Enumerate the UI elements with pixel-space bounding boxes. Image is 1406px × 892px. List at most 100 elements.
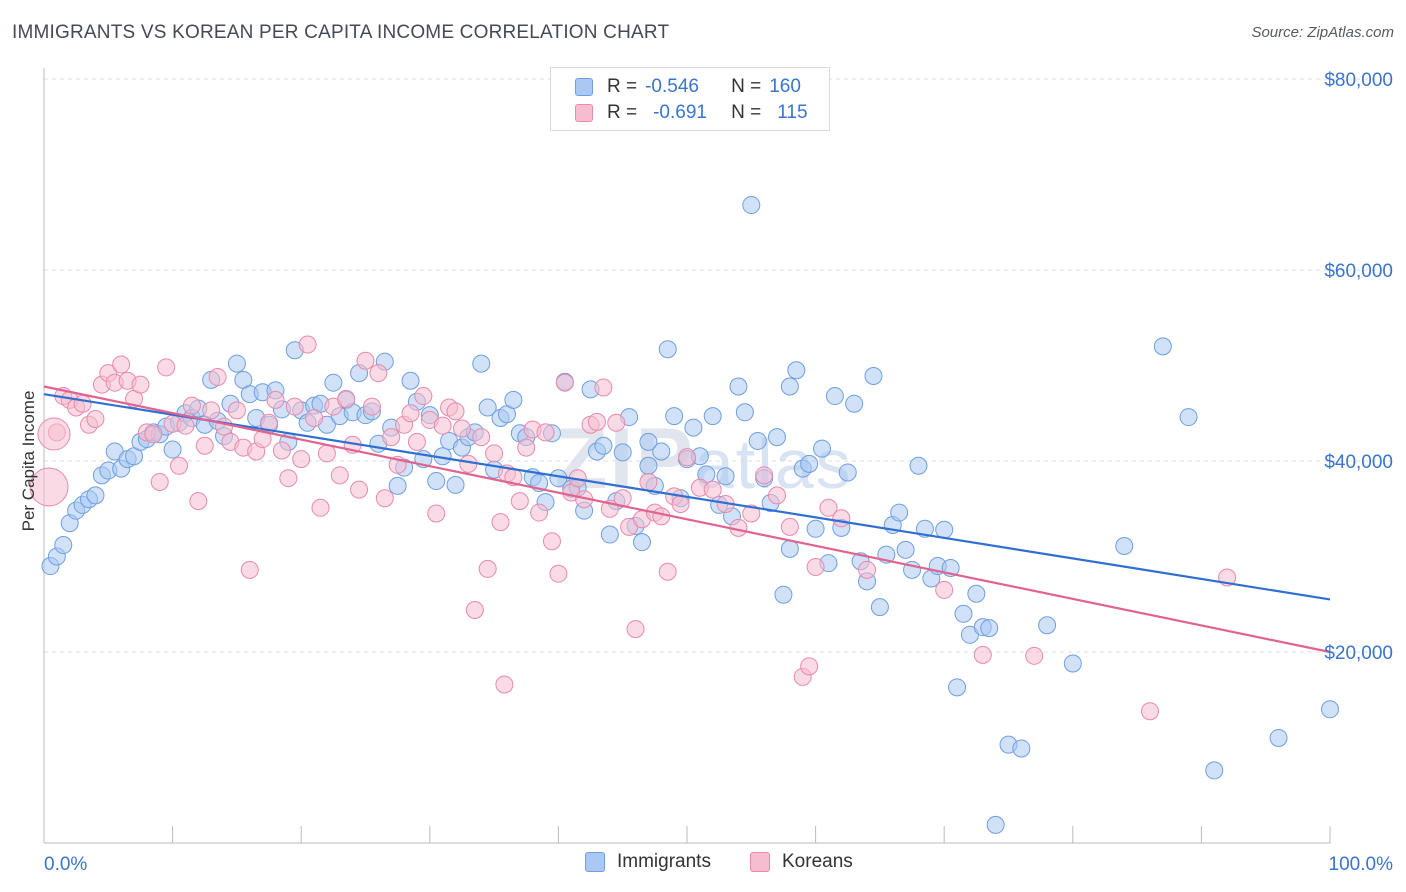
koreans-point [780, 517, 799, 536]
koreans-point [208, 367, 227, 386]
chart-title: IMMIGRANTS VS KOREAN PER CAPITA INCOME C… [12, 22, 670, 43]
immigrants-point [909, 456, 928, 475]
immigrants-point [1321, 700, 1339, 719]
immigrants-point [986, 815, 1005, 834]
koreans-points [29, 335, 1237, 721]
koreans-point [170, 456, 189, 475]
r-value: -0.546 [645, 76, 699, 97]
koreans-point [658, 562, 677, 581]
koreans-point [594, 378, 613, 397]
immigrants-point [742, 196, 761, 215]
koreans-point [150, 473, 169, 492]
koreans-point [182, 396, 201, 415]
immigrants-point [472, 354, 491, 373]
koreans-point [639, 473, 658, 492]
immigrants-point [890, 503, 909, 522]
axes [43, 68, 1331, 844]
immigrants-point [806, 519, 825, 538]
koreans-point [530, 503, 549, 522]
koreans-point [37, 417, 71, 451]
immigrants-point [980, 619, 999, 638]
immigrants-point [967, 584, 986, 603]
immigrants-point [935, 520, 954, 539]
immigrants-point [163, 440, 182, 459]
immigrants-point [632, 533, 651, 552]
immigrants-swatch [575, 78, 593, 96]
immigrants-point [1012, 739, 1031, 758]
koreans-point [279, 469, 298, 488]
y-tick-label: $80,000 [1324, 70, 1393, 91]
immigrants-point [86, 486, 105, 505]
correlation-legend: R = -0.546 N = 160 R = -0.691 N = 115 [550, 67, 830, 131]
koreans-point [176, 416, 195, 435]
immigrants-trend-line [43, 393, 1331, 601]
koreans-point [240, 560, 259, 579]
immigrants-point [1205, 761, 1224, 780]
immigrants-points [41, 196, 1339, 834]
n-label: N = [731, 102, 762, 123]
koreans-point [626, 620, 645, 639]
koreans-point [549, 564, 568, 583]
koreans-point [407, 432, 426, 451]
koreans-point [806, 558, 825, 577]
y-tick-label: $20,000 [1324, 643, 1393, 664]
immigrants-point [780, 539, 799, 558]
koreans-swatch [575, 104, 593, 122]
koreans-point [427, 504, 446, 523]
koreans-point [112, 355, 131, 374]
koreans-point [272, 441, 291, 460]
immigrants-point [813, 439, 832, 458]
immigrants-point [1269, 728, 1288, 747]
koreans-point [542, 532, 561, 551]
immigrants-point [954, 604, 973, 623]
koreans-point [337, 389, 356, 408]
immigrants-point [388, 476, 407, 495]
koreans-point [973, 645, 992, 664]
legend-item-immigrants[interactable]: Immigrants [585, 851, 711, 873]
koreans-point [29, 467, 69, 507]
n-value: 160 [769, 76, 801, 97]
immigrants-point [54, 536, 73, 555]
koreans-point [517, 438, 536, 457]
koreans-point [935, 580, 954, 599]
koreans-point [607, 413, 626, 432]
immigrants-point [748, 431, 767, 450]
immigrants-point [639, 432, 658, 451]
tick-labels: $20,000 $40,000 $60,000 $80,000 0.0% 100.0% Pe… [19, 70, 1393, 875]
series-legend: Immigrants Koreans [0, 851, 1406, 877]
immigrants-point [446, 475, 465, 494]
koreans-point [832, 509, 851, 528]
koreans-point [305, 409, 324, 428]
koreans-point [350, 480, 369, 499]
koreans-point [1140, 702, 1159, 721]
immigrants-point [703, 407, 722, 426]
koreans-point [652, 507, 671, 526]
immigrants-point [1063, 654, 1082, 673]
y-tick-label: $60,000 [1324, 261, 1393, 282]
immigrants-point [768, 428, 787, 447]
koreans-point [472, 428, 491, 447]
koreans-point [755, 466, 774, 485]
koreans-point [742, 504, 761, 523]
koreans-point [131, 375, 150, 394]
koreans-point [819, 498, 838, 517]
immigrants-point [870, 598, 889, 617]
immigrants-point [864, 367, 883, 386]
koreans-point [144, 425, 163, 444]
koreans-point [369, 364, 388, 383]
koreans-point [678, 448, 696, 467]
immigrants-point [427, 472, 446, 491]
immigrants-point [324, 373, 343, 392]
koreans-point [260, 413, 279, 432]
r-value: -0.691 [653, 102, 707, 123]
koreans-point [1025, 646, 1044, 665]
koreans-point [189, 492, 208, 511]
immigrants-point [896, 540, 915, 559]
immigrants-point [774, 585, 793, 604]
koreans-point [195, 436, 214, 455]
koreans-point [311, 498, 330, 517]
trend-lines [43, 385, 1331, 654]
koreans-point [86, 409, 105, 428]
legend-item-koreans[interactable]: Koreans [750, 851, 853, 873]
